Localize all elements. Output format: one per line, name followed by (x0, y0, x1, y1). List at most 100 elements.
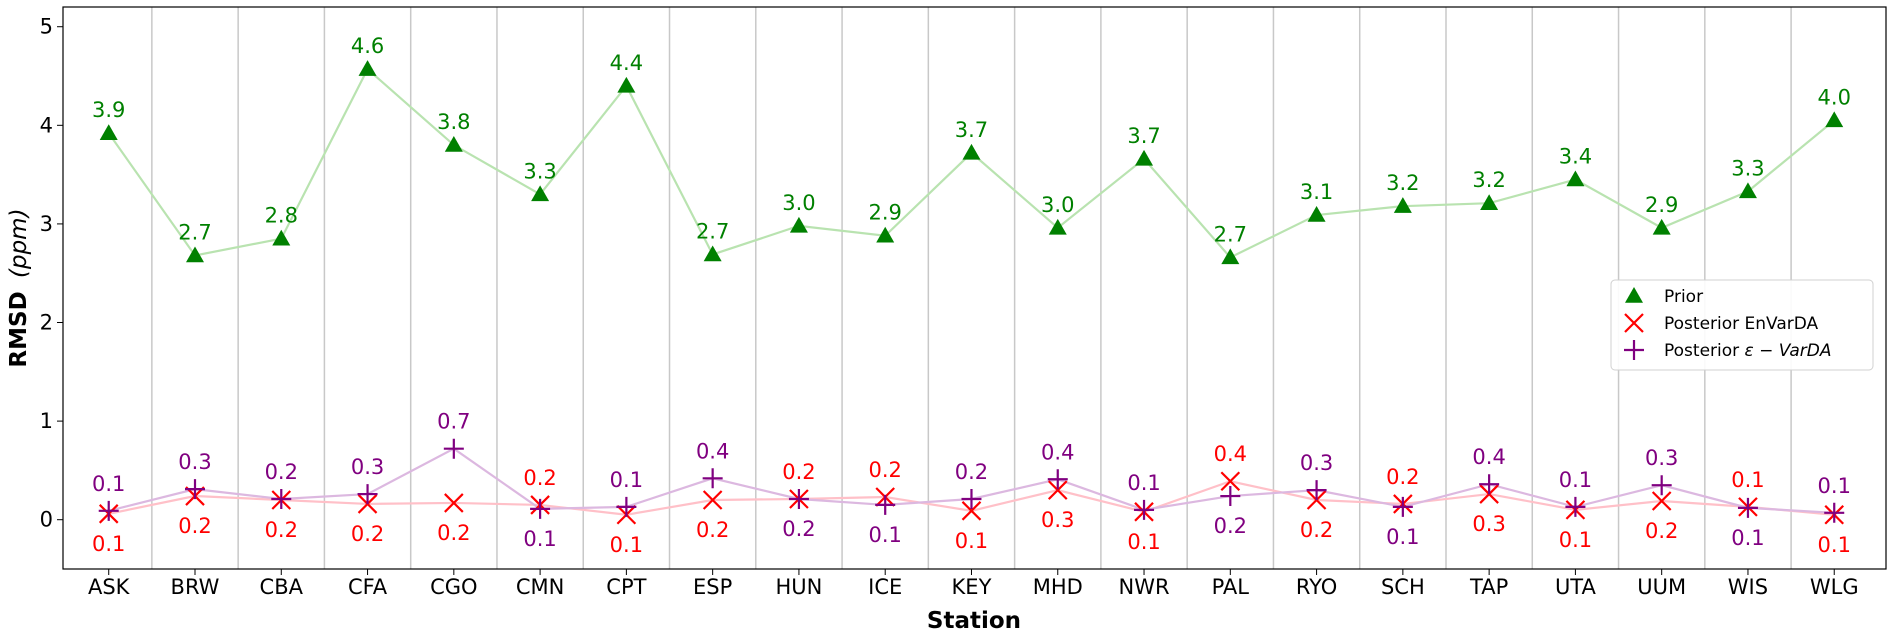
data-point (702, 468, 723, 489)
data-label: 0.1 (955, 529, 988, 553)
x-tick-label: BRW (171, 575, 220, 599)
x-tick-label: UUM (1637, 575, 1686, 599)
data-point (530, 498, 551, 519)
x-tick-label: WIS (1728, 575, 1768, 599)
data-label: 0.2 (523, 466, 556, 490)
y-tick-label: 3 (40, 212, 53, 236)
data-point (1221, 248, 1240, 265)
data-point (1480, 194, 1499, 210)
data-labels: 3.9 2.7 2.8 4.6 3.8 3.3 4.4 2.7 3.0 2.9 3.7 3.0 3.7 2… (92, 34, 1851, 557)
data-point (703, 245, 722, 262)
data-point (875, 494, 896, 515)
data-point (185, 479, 206, 500)
data-label: 4.4 (610, 51, 643, 75)
x-axis-label: Station (927, 608, 1021, 634)
data-point (961, 501, 982, 521)
data-label: 0.1 (1818, 474, 1851, 498)
data-point (1651, 491, 1672, 511)
data-label: 0.1 (1731, 526, 1764, 550)
grid-lines (151, 7, 1792, 569)
data-label: 3.3 (1731, 156, 1764, 180)
data-label: 0.3 (1472, 512, 1505, 536)
data-label: 3.3 (523, 159, 556, 183)
data-label: 0.3 (1300, 451, 1333, 475)
legend-label-0: Prior (1664, 287, 1703, 307)
data-label: 0.3 (351, 455, 384, 479)
data-point (186, 246, 205, 263)
data-point (1393, 197, 1412, 213)
data-label: 2.7 (178, 220, 211, 244)
data-label: 0.2 (782, 460, 815, 484)
data-point (1047, 480, 1068, 500)
data-point (531, 185, 550, 202)
data-point (358, 60, 377, 76)
data-label: 0.2 (178, 514, 211, 538)
data-label: 0.1 (610, 468, 643, 492)
x-tick-label: CBA (260, 575, 304, 599)
x-tick-label: CPT (606, 575, 646, 599)
x-axis-ticks: ASK BRW CBA CFA CGO CMN CPT ESP HUN ICE KEY MHD NWR P… (88, 569, 1859, 599)
data-label: 3.1 (1300, 180, 1333, 204)
data-label: 0.1 (92, 472, 125, 496)
data-point (271, 488, 292, 509)
data-point (443, 438, 464, 459)
data-label: 0.1 (1386, 525, 1419, 549)
x-tick-label: HUN (775, 575, 822, 599)
data-label: 0.2 (437, 521, 470, 545)
data-label: 2.8 (265, 204, 298, 228)
data-label: 3.4 (1559, 145, 1592, 169)
data-point (1651, 475, 1672, 496)
x-tick-label: SCH (1381, 575, 1425, 599)
data-label: 0.4 (1214, 442, 1247, 466)
data-label: 3.0 (782, 191, 815, 215)
x-tick-label: ICE (868, 575, 902, 599)
x-tick-label: KEY (952, 575, 992, 599)
x-tick-label: RYO (1296, 575, 1337, 599)
data-point (788, 488, 809, 509)
data-label: 0.2 (265, 460, 298, 484)
y-tick-label: 0 (40, 508, 53, 532)
data-label: 0.1 (523, 527, 556, 551)
data-label: 3.2 (1386, 171, 1419, 195)
data-point (357, 484, 378, 505)
x-tick-label: ESP (693, 575, 732, 599)
data-label: 0.1 (1559, 468, 1592, 492)
data-point (1220, 471, 1241, 492)
plot-frame (62, 6, 1887, 570)
data-point (272, 229, 291, 246)
data-label: 0.3 (178, 450, 211, 474)
legend-box (1610, 279, 1874, 371)
x-tick-label: UTA (1555, 575, 1597, 599)
data-label: 0.1 (1731, 468, 1764, 492)
data-label: 0.7 (437, 410, 470, 434)
data-label: 0.4 (696, 439, 729, 463)
x-tick-label: MHD (1033, 575, 1083, 599)
data-label: 0.4 (1472, 445, 1505, 469)
legend-label-1: Posterior EnVarDA (1664, 314, 1819, 334)
data-point (1307, 206, 1326, 222)
x-tick-label: NWR (1118, 575, 1169, 599)
data-label: 0.1 (1127, 471, 1160, 495)
data-point (1565, 496, 1586, 517)
data-label: 3.7 (1127, 124, 1160, 148)
data-point (444, 493, 464, 513)
x-tick-label: CFA (348, 575, 388, 599)
x-tick-label: WLG (1810, 575, 1859, 599)
data-point (444, 136, 463, 152)
x-tick-label: CMN (516, 575, 565, 599)
data-label: 0.3 (1041, 508, 1074, 532)
legend-label-math: ε − VarDA (1745, 341, 1832, 361)
data-point (1824, 502, 1845, 523)
data-point (1047, 469, 1068, 490)
data-label: 0.2 (1214, 514, 1247, 538)
data-point (99, 124, 118, 140)
legend-marker-1 (1624, 313, 1644, 333)
data-label: 0.2 (1386, 465, 1419, 489)
data-label: 0.2 (1300, 518, 1333, 542)
y-axis-label-main: RMSD (6, 291, 32, 367)
data-label: 0.1 (92, 532, 125, 556)
data-point (1566, 170, 1585, 187)
data-label: 0.1 (1127, 530, 1160, 554)
data-label: 0.4 (1041, 440, 1074, 464)
data-label: 0.1 (869, 523, 902, 547)
